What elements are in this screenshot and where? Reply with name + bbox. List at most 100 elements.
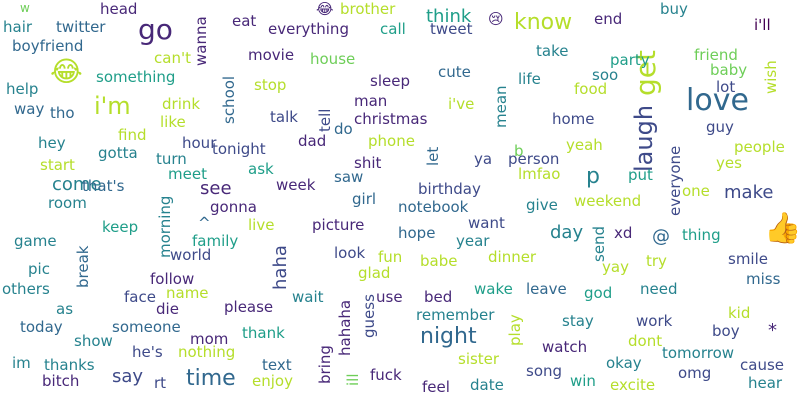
word: give	[526, 196, 558, 214]
word: man	[354, 92, 388, 110]
word: as	[56, 300, 74, 318]
word: talk	[270, 108, 298, 126]
word: baby	[710, 61, 748, 79]
word: dont	[628, 332, 663, 350]
word: song	[526, 362, 563, 380]
word: fun	[378, 248, 403, 266]
word: guess	[360, 294, 378, 338]
word: miss	[746, 270, 781, 288]
word: friend	[694, 46, 738, 64]
word: name	[166, 284, 209, 302]
word: year	[456, 232, 490, 250]
word: please	[224, 298, 274, 316]
word: picture	[312, 216, 365, 234]
word: do	[334, 120, 353, 138]
word: ^	[198, 214, 211, 232]
word: game	[14, 232, 57, 250]
word: sister	[458, 350, 500, 368]
word: cause	[740, 356, 784, 374]
word: he's	[132, 343, 163, 361]
word: show	[74, 332, 113, 350]
word: mean	[492, 85, 510, 128]
word: follow	[150, 270, 195, 288]
word: ask	[248, 160, 274, 178]
word: boy	[712, 322, 740, 340]
word: stop	[254, 76, 287, 94]
word: p	[586, 164, 600, 189]
word: come	[52, 174, 102, 195]
word: soo	[592, 66, 619, 84]
word: go	[138, 13, 173, 46]
word: watch	[542, 338, 588, 356]
word: keep	[102, 218, 139, 236]
word: thank	[242, 324, 285, 342]
word: dad	[298, 132, 327, 150]
word: wanna	[192, 16, 210, 66]
word: need	[640, 280, 678, 298]
word: smile	[728, 250, 768, 268]
word: others	[2, 280, 50, 298]
word: gotta	[98, 144, 138, 162]
word: rt	[154, 374, 167, 392]
word: b	[514, 142, 524, 160]
word: meet	[168, 165, 207, 183]
word: kid	[728, 304, 751, 322]
word: house	[310, 50, 356, 68]
word: phone	[368, 132, 415, 150]
word: saw	[334, 168, 364, 186]
word: w	[20, 1, 30, 15]
word: love	[686, 83, 749, 118]
word: god	[584, 284, 613, 302]
word: yay	[602, 258, 629, 276]
word: see	[200, 178, 232, 199]
word: tonight	[212, 140, 266, 158]
word: face	[124, 288, 156, 306]
word: yes	[716, 154, 742, 172]
word: tweet	[430, 20, 473, 38]
word: sleep	[370, 72, 410, 90]
word: birthday	[418, 180, 481, 198]
word: hair	[3, 18, 33, 36]
word: tho	[50, 104, 75, 122]
word: feel	[422, 378, 450, 396]
word: drink	[162, 95, 201, 113]
word: night	[420, 324, 477, 349]
word: try	[646, 252, 667, 270]
word: excite	[610, 376, 656, 394]
word: buy	[660, 0, 688, 18]
word: make	[724, 182, 774, 203]
word: school	[220, 75, 238, 124]
word: home	[552, 110, 595, 128]
word: @	[652, 226, 670, 247]
word: like	[160, 113, 186, 131]
word: movie	[248, 46, 295, 64]
word: wait	[292, 288, 324, 306]
word: christmas	[354, 110, 428, 128]
word: shit	[354, 154, 382, 172]
word: glad	[358, 264, 391, 282]
word: omg	[678, 364, 712, 382]
word: laugh	[630, 104, 658, 172]
word: bitch	[42, 372, 80, 390]
word: party	[610, 51, 650, 69]
word: ill	[344, 373, 362, 386]
word: bring	[316, 345, 334, 384]
word: ya	[474, 150, 493, 168]
word: everyone	[666, 145, 684, 216]
word: play	[506, 314, 524, 346]
word: text	[262, 356, 292, 374]
word: brother	[340, 0, 396, 18]
word: start	[40, 156, 75, 174]
word: world	[170, 246, 212, 264]
word: say	[112, 366, 144, 387]
word: want	[468, 214, 505, 232]
word: everything	[268, 20, 349, 38]
word: mom	[190, 330, 229, 348]
word: nothing	[178, 343, 236, 361]
word: today	[20, 318, 63, 336]
word: haha	[270, 245, 291, 290]
word: time	[186, 366, 236, 391]
word: one	[682, 182, 710, 200]
word: girl	[352, 190, 377, 208]
word: tell	[316, 108, 334, 132]
